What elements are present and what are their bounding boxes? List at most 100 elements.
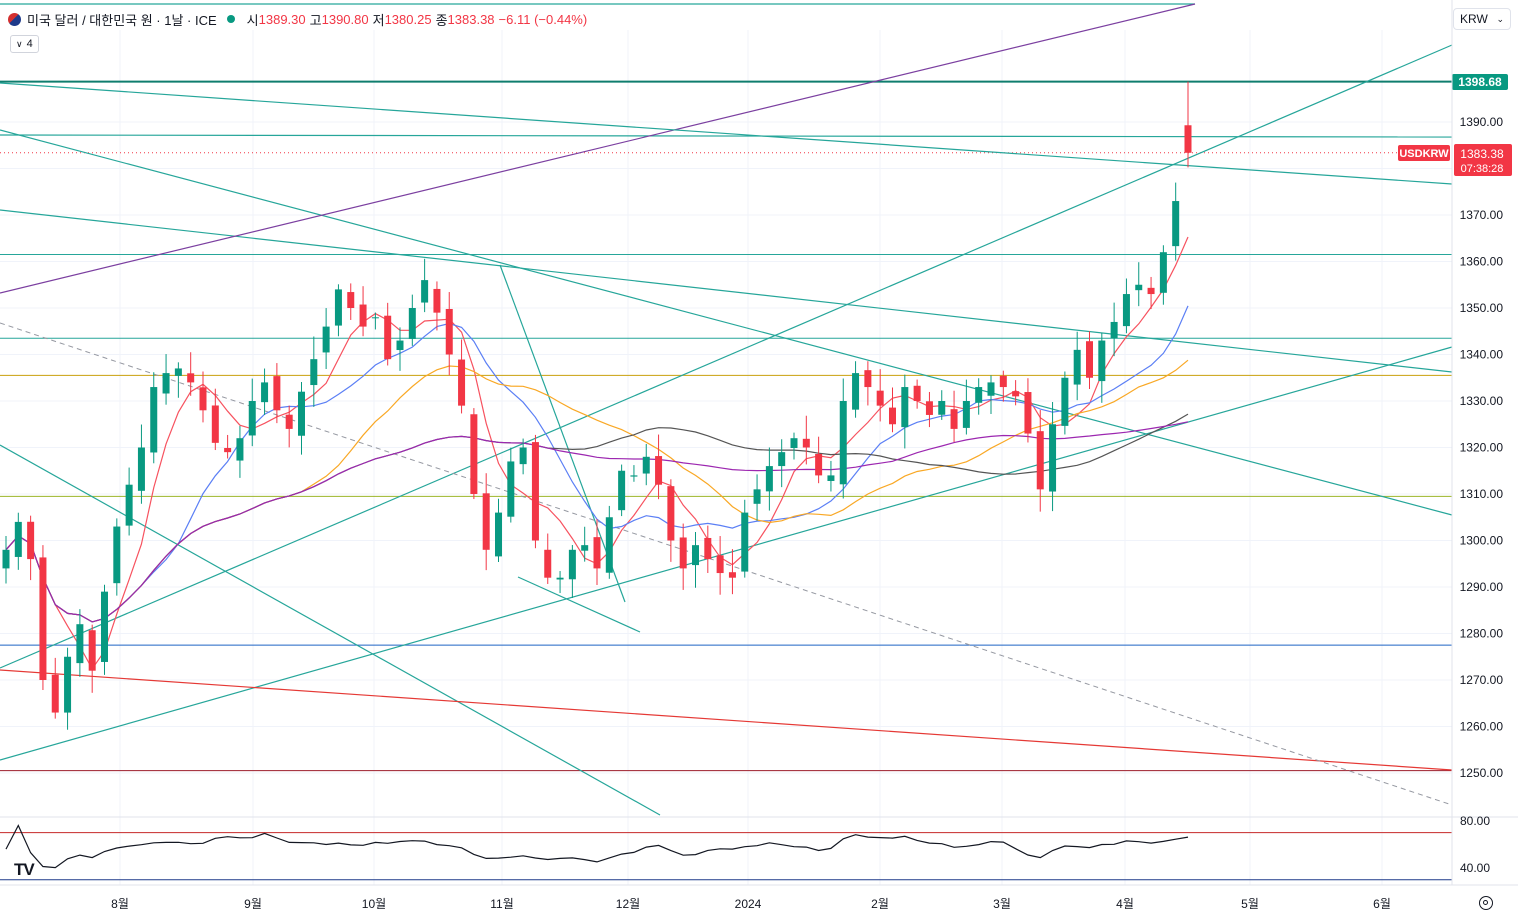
candle-body [1012,391,1020,397]
candle-body [162,373,170,394]
candle-body [458,359,466,406]
candle-body [802,438,810,448]
candle-body [950,409,958,429]
candle-body [76,624,84,664]
candle-body [778,452,786,467]
chevron-down-icon: ⌄ [1496,13,1504,24]
candle-body [125,484,133,526]
candle-body [925,401,933,415]
level-badge-value: 1398.68 [1458,75,1502,89]
indicators-toggle-button[interactable]: ∨ 4 [10,35,39,53]
candle-body [51,674,59,713]
candle-body [1098,340,1106,382]
moving-average-line [5,421,1189,623]
close-label: 종 [435,12,448,28]
candle-body [679,537,687,569]
price-tick-label: 1270.00 [1460,673,1504,687]
candle-body [716,555,724,574]
candle-body [728,572,736,578]
candle-body [187,373,195,383]
candle-body [581,545,589,551]
candle-body [1073,349,1081,385]
candle-body [1036,431,1044,490]
candle-body [396,340,404,351]
level-badge [1452,74,1508,90]
horizontal-levels [0,80,1452,772]
candle-body [371,317,379,319]
candle-body [667,486,675,541]
price-tick-label: 1360.00 [1460,255,1504,269]
tradingview-logo: TV [14,860,35,879]
trendline [0,209,1453,373]
candle-body [938,401,946,415]
candle-body [1122,294,1130,327]
moving-averages [5,236,1189,670]
trendline [0,129,1453,516]
currency-select[interactable]: KRW ⌄ [1453,8,1511,30]
candle-body [556,577,564,580]
time-tick-label: 4월 [1116,897,1134,911]
price-tick-label: 1250.00 [1460,766,1504,780]
candle-body [1086,341,1093,378]
time-tick-label: 2024 [735,897,762,911]
symbol-badge-text: USDKRW [1399,148,1449,160]
candle-body [298,391,305,436]
candle-body [101,591,108,662]
high-label: 고 [309,12,322,28]
price-tick-label: 1290.00 [1460,580,1504,594]
time-tick-label: 5월 [1241,897,1259,911]
candle-body [113,526,121,584]
candle-body [655,456,663,485]
rsi-pane: 80.00 40.00 [0,814,1518,881]
candle-body [531,442,539,541]
candle-body [1135,284,1143,291]
price-tick-label: 1280.00 [1460,627,1504,641]
candle-body [359,304,367,327]
candle-body [470,414,478,494]
candle-body [605,517,613,573]
trendline [0,82,1453,185]
price-badge-value: 1383.38 [1460,147,1504,161]
candle-body [519,447,527,465]
change-value: −6.11 (−0.44%) [498,11,588,27]
candle-body [236,438,244,461]
time-tick-label: 6월 [1373,897,1391,911]
candle-body [261,382,269,403]
candle-body [839,401,847,485]
close-value: 1383.38 [447,11,495,27]
symbol-title[interactable]: 미국 달러 / 대한민국 원 · 1날 · ICE [27,12,217,28]
dashed-trendline [0,322,1453,806]
candle-body [273,376,281,411]
candle-body [704,537,712,560]
candle-body [999,375,1007,388]
trendline [0,444,661,816]
time-axis: 8월 9월 10월 11월 12월 2024 2월 3월 4월 5월 6월 [0,884,1518,911]
time-tick-label: 9월 [244,897,262,911]
candle-body [2,549,10,569]
candle-body [889,407,896,425]
candle-body [224,447,232,453]
price-axis: 1390.001380.001370.001360.001350.001340.… [1398,0,1512,885]
candle-body [64,656,72,713]
market-open-icon [226,15,235,23]
candle-body [1159,252,1167,293]
time-tick-label: 11월 [490,897,514,911]
candle-body [593,537,601,569]
time-tick-label: 8월 [111,897,129,911]
rsi-line [5,824,1189,869]
candle-body [507,461,515,517]
candle-body [27,521,35,560]
price-tick-label: 1390.00 [1460,115,1504,129]
time-tick-label: 10월 [362,897,386,911]
price-tick-label: 1340.00 [1460,348,1504,362]
candle-body [962,401,970,428]
trendline [517,576,641,633]
candle-body [384,315,392,360]
candle-body [334,289,342,326]
candle-body [495,512,502,557]
currency-label: KRW [1460,12,1488,26]
candle-body [310,359,318,386]
settings-gear-icon[interactable] [1479,896,1493,910]
candle-body [852,373,860,410]
